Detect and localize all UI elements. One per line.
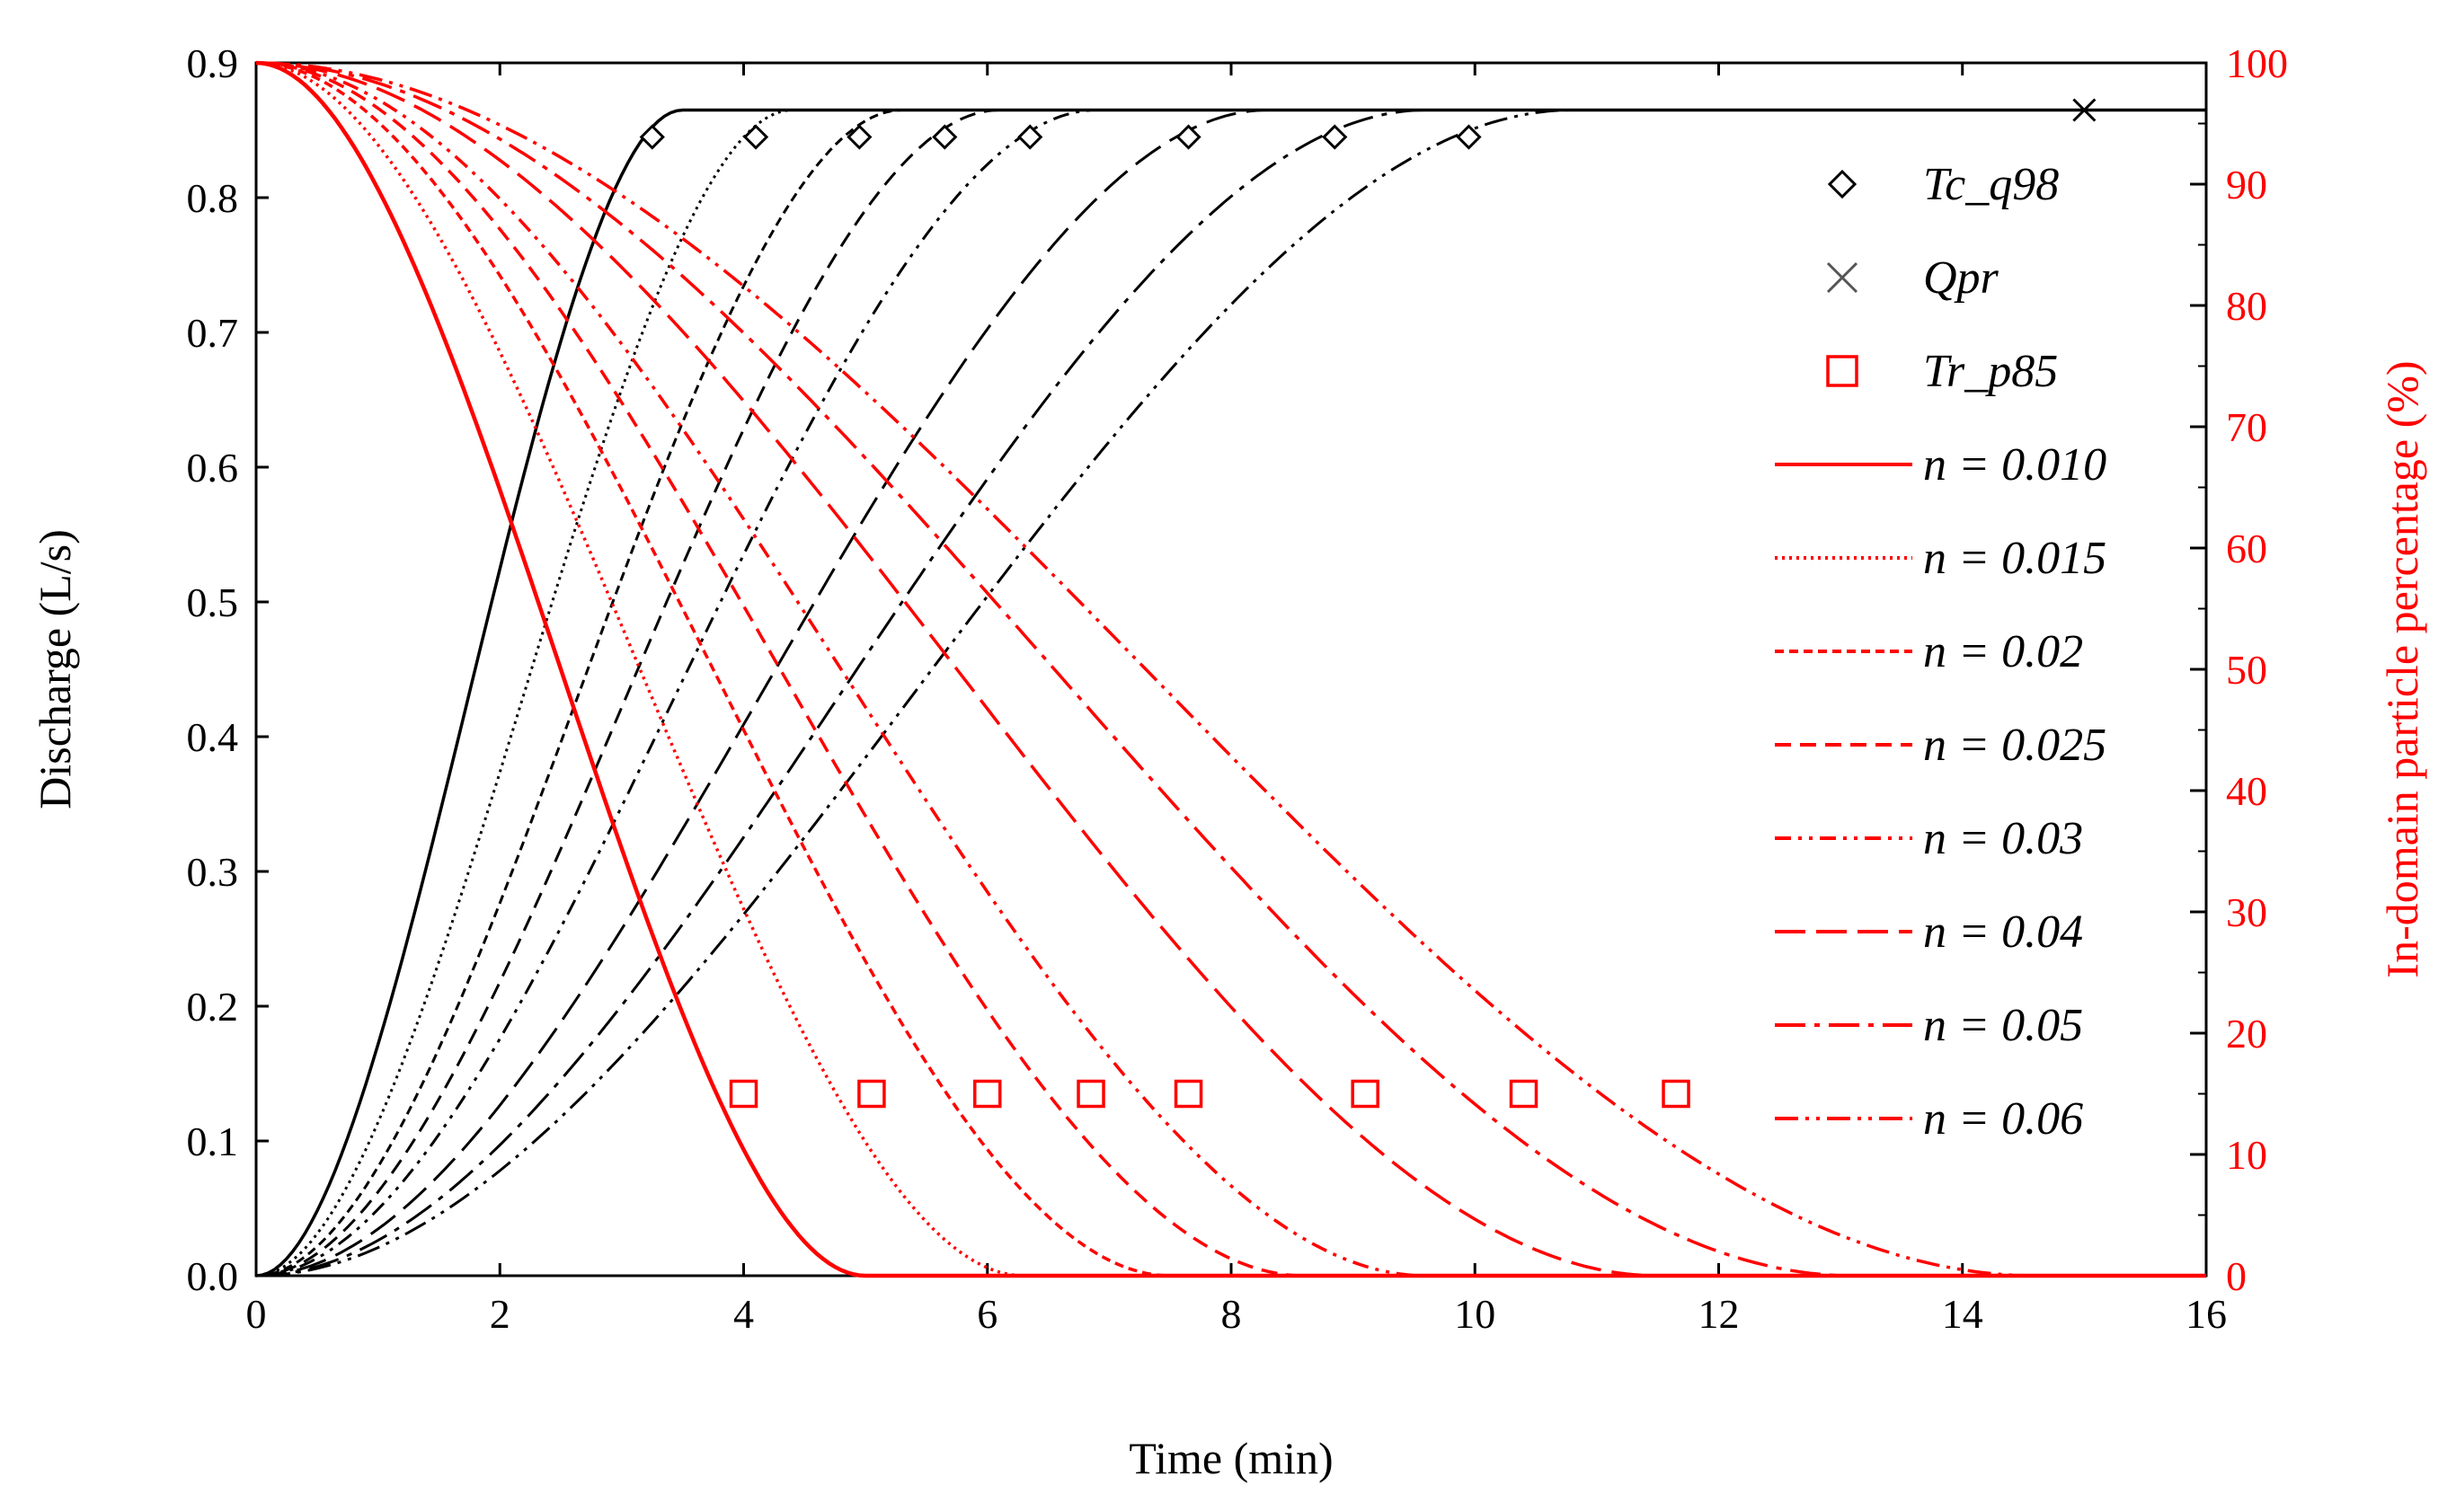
y-right-tick-label: 40 bbox=[2226, 768, 2267, 814]
x-tick-label: 2 bbox=[490, 1291, 510, 1337]
x-axis-title: Time (min) bbox=[1129, 1433, 1333, 1483]
y-left-tick-label: 0.1 bbox=[187, 1119, 239, 1164]
discharge-line-6 bbox=[255, 109, 2206, 1278]
marker-qpr bbox=[2072, 98, 2097, 122]
y-right-tick-label: 70 bbox=[2226, 404, 2267, 450]
particle-line-3 bbox=[255, 61, 2206, 1278]
legend-label-series-2: n = 0.015 bbox=[1923, 533, 2106, 584]
y-right-tick-label: 50 bbox=[2226, 647, 2267, 693]
x-tick-label: 10 bbox=[1454, 1291, 1495, 1337]
marker-tr-p85 bbox=[857, 1079, 886, 1109]
plot-frame bbox=[254, 61, 2208, 1278]
y-right-tick-label: 80 bbox=[2226, 283, 2267, 329]
particle-line-2 bbox=[255, 61, 2206, 1278]
marker-tr-p85 bbox=[1351, 1079, 1379, 1109]
y-right-tick-label: 100 bbox=[2226, 40, 2288, 86]
marker-tc-q98 bbox=[1017, 124, 1043, 150]
legend-label-series-4: n = 0.025 bbox=[1923, 720, 2106, 771]
y-left-tick-label: 0.4 bbox=[187, 714, 239, 760]
y-left-tick-label: 0.0 bbox=[187, 1253, 239, 1299]
y-left-tick-label: 0.2 bbox=[187, 984, 239, 1030]
marker-tc-q98 bbox=[742, 124, 769, 150]
y-right-tick-label: 30 bbox=[2226, 889, 2267, 935]
y-right-tick-label: 90 bbox=[2226, 162, 2267, 208]
marker-tr-p85 bbox=[1662, 1079, 1690, 1109]
particle-line-1 bbox=[255, 60, 2206, 1278]
x-tick-label: 12 bbox=[1698, 1291, 1740, 1337]
marker-tc-q98 bbox=[1175, 124, 1201, 150]
legend-label-series-3: n = 0.02 bbox=[1923, 626, 2083, 677]
discharge-line-2 bbox=[255, 109, 2206, 1278]
y-left-tick-label: 0.9 bbox=[187, 40, 239, 86]
particle-line-5 bbox=[255, 61, 2206, 1278]
discharge-line-3 bbox=[255, 109, 2206, 1278]
y-right-axis-title: In-domain particle percentage (%) bbox=[2377, 360, 2427, 977]
y-left-tick-label: 0.6 bbox=[187, 445, 239, 491]
x-tick-label: 16 bbox=[2186, 1291, 2227, 1337]
legend-label-series-1: n = 0.010 bbox=[1923, 439, 2106, 491]
y-left-tick-label: 0.3 bbox=[187, 849, 239, 895]
marker-tr-p85 bbox=[1077, 1079, 1105, 1109]
legend-label-series-6: n = 0.04 bbox=[1923, 906, 2083, 958]
discharge-line-8 bbox=[255, 109, 2206, 1278]
legend-label-series-7: n = 0.05 bbox=[1923, 1000, 2083, 1051]
x-tick-label: 6 bbox=[977, 1291, 997, 1337]
y-right-tick-label: 0 bbox=[2226, 1253, 2247, 1299]
legend-label-series-5: n = 0.03 bbox=[1923, 813, 2083, 864]
y-left-tick-label: 0.5 bbox=[187, 579, 239, 625]
y-right-tick-label: 10 bbox=[2226, 1132, 2267, 1178]
legend-label-tc-q98: Tc_q98 bbox=[1923, 159, 2059, 210]
y-left-axis-title: Discharge (L/s) bbox=[30, 529, 80, 809]
y-right-tick-label: 60 bbox=[2226, 526, 2267, 571]
marker-tc-q98 bbox=[847, 124, 873, 150]
marker-tc-q98 bbox=[932, 124, 958, 150]
y-left-tick-label: 0.7 bbox=[187, 310, 239, 356]
x-tick-label: 8 bbox=[1221, 1291, 1242, 1337]
legend-label-series-8: n = 0.06 bbox=[1923, 1093, 2083, 1145]
x-tick-label: 14 bbox=[1942, 1291, 1983, 1337]
legend-label-tr-p85: Tr_p85 bbox=[1923, 346, 2058, 397]
particle-line-8 bbox=[256, 61, 2206, 1278]
y-right-tick-label: 20 bbox=[2226, 1011, 2267, 1057]
legend-symbol-tc-q98 bbox=[1827, 169, 1858, 199]
marker-tc-q98 bbox=[639, 124, 665, 150]
marker-tc-q98 bbox=[1322, 124, 1348, 150]
particle-line-6 bbox=[255, 61, 2206, 1278]
discharge-line-4 bbox=[255, 109, 2206, 1278]
x-tick-label: 0 bbox=[246, 1291, 267, 1337]
particle-line-7 bbox=[255, 61, 2206, 1278]
legend-symbol-tr-p85 bbox=[1826, 355, 1858, 387]
discharge-line-1 bbox=[255, 108, 2206, 1278]
marker-tr-p85 bbox=[729, 1079, 758, 1109]
discharge-line-5 bbox=[255, 109, 2206, 1278]
x-tick-label: 4 bbox=[733, 1291, 754, 1337]
legend-label-qpr: Qpr bbox=[1923, 252, 1999, 304]
particle-line-4 bbox=[255, 61, 2206, 1278]
legend-symbol-qpr bbox=[1826, 261, 1858, 294]
discharge-line-7 bbox=[255, 109, 2206, 1278]
marker-tr-p85 bbox=[1509, 1079, 1538, 1109]
marker-tc-q98 bbox=[1456, 124, 1482, 150]
y-left-tick-label: 0.8 bbox=[187, 175, 239, 221]
marker-tr-p85 bbox=[973, 1079, 1002, 1109]
marker-tr-p85 bbox=[1174, 1079, 1203, 1109]
